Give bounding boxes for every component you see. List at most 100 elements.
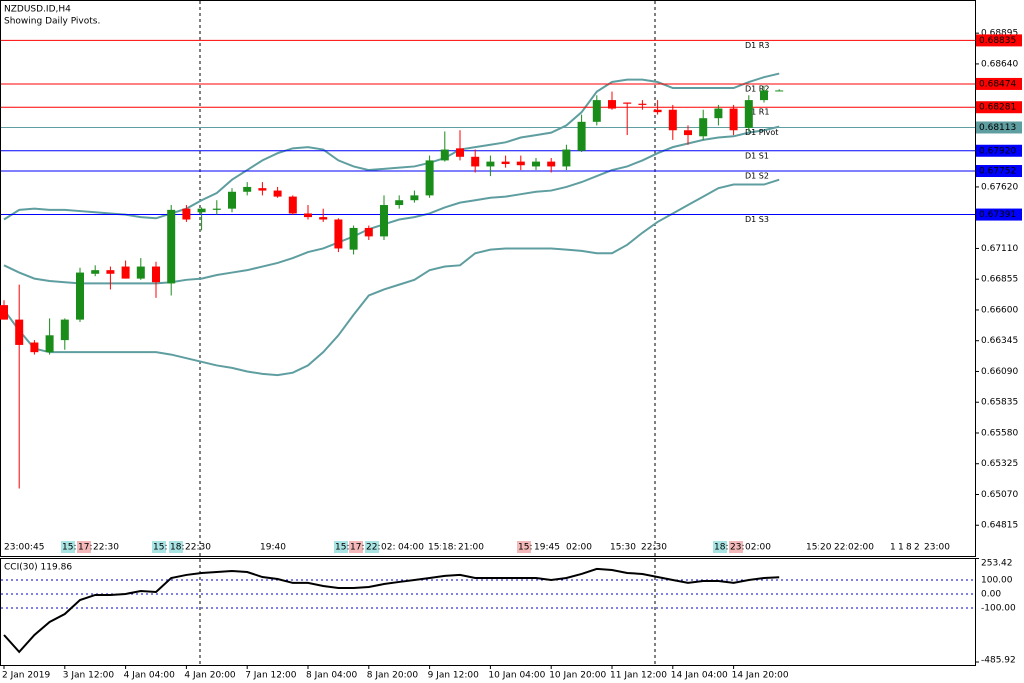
y-tick-label: 0.68895 (981, 29, 1018, 39)
pivot-price-label: 0.68113 (979, 123, 1016, 133)
candle-body (364, 227, 373, 237)
candle-body (182, 208, 191, 220)
candle-body (516, 161, 525, 166)
time-marker: 23: (730, 543, 744, 553)
x-tick-label: 4 Jan 04:00 (124, 671, 176, 681)
pivot-label: D1 S3 (745, 215, 769, 224)
y-tick-label: 100.00 (981, 575, 1013, 585)
candle-body (349, 227, 358, 250)
candle-body (152, 266, 160, 283)
pivot-price-box (976, 121, 1022, 134)
pivot-price-box (976, 144, 1022, 157)
y-tick-label: 0.64815 (981, 521, 1018, 531)
y-tick-label: -100.00 (981, 603, 1016, 613)
chart-subtitle: Showing Daily Pivots. (4, 17, 100, 27)
y-tick-label: 0.00 (981, 589, 1001, 599)
y-tick-label: 0.66090 (981, 367, 1018, 377)
time-marker-box (92, 541, 106, 553)
time-marker: 22:30 (641, 543, 667, 553)
y-tick-label: 0.68640 (981, 59, 1018, 69)
y-tick-label: 0.66600 (981, 305, 1018, 315)
candle-body (15, 319, 24, 345)
candle-body (653, 109, 662, 113)
time-marker: 22:30 (93, 543, 119, 553)
time-marker-box (169, 541, 183, 553)
time-marker: 8 (906, 543, 912, 553)
time-marker-box (533, 541, 547, 553)
pivot-price-box (976, 208, 1022, 221)
time-marker-box (565, 541, 579, 553)
candle-body (212, 208, 221, 210)
time-marker: 2 (914, 543, 920, 553)
time-marker: 04:00 (398, 543, 424, 553)
time-marker-box (184, 541, 198, 553)
time-marker: 15: (806, 543, 820, 553)
candle-body (501, 161, 510, 165)
time-marker: 17: (78, 543, 92, 553)
time-marker: 15: (62, 543, 76, 553)
bollinger-band (3, 125, 780, 285)
time-marker: 02: (381, 543, 395, 553)
candle-body (699, 118, 708, 137)
pivot-label: D1 R3 (745, 41, 769, 50)
candle-body (471, 156, 480, 167)
candle-body (288, 196, 297, 214)
time-marker-box (729, 541, 743, 553)
time-marker-box (819, 541, 833, 553)
x-tick-label: 4 Jan 20:00 (184, 671, 236, 681)
time-marker-box (457, 541, 471, 553)
indicator-title: CCI(30) 119.86 (4, 563, 72, 573)
time-marker-box (3, 541, 17, 553)
candle-body (106, 270, 115, 274)
main-panel (0, 0, 976, 557)
candle-body (456, 148, 464, 157)
candle-body (197, 208, 206, 213)
time-marker: 23:00:45 (4, 543, 44, 553)
candle-body (562, 149, 571, 167)
pivot-price-box (976, 34, 1022, 47)
time-marker-box (61, 541, 75, 553)
candle-body (319, 217, 328, 220)
time-marker-box (349, 541, 363, 553)
candle-body (577, 121, 586, 151)
time-marker: 20 (820, 543, 832, 553)
time-marker: 15: (335, 543, 349, 553)
time-marker-box (640, 541, 654, 553)
candle-body (729, 108, 738, 131)
candle-body (668, 109, 677, 131)
candle-body (30, 342, 39, 353)
time-marker-box (713, 541, 727, 553)
candle-body (228, 191, 236, 209)
pivot-label: D1 Pivot (745, 128, 778, 137)
time-marker-box (923, 541, 937, 553)
x-tick-label: 10 Jan 04:00 (488, 671, 545, 681)
candle-body (60, 319, 69, 341)
time-marker-box (847, 541, 861, 553)
time-marker: 15:30 (610, 543, 636, 553)
time-marker: 17: (350, 543, 364, 553)
time-marker-box (609, 541, 623, 553)
candle-body (0, 305, 8, 320)
y-tick-label: 0.65070 (981, 490, 1018, 500)
candle-body (258, 188, 267, 191)
candle-body (76, 272, 84, 320)
candle-body (334, 219, 343, 249)
pivot-label: D1 R1 (745, 108, 769, 117)
candle-body (243, 186, 252, 192)
time-marker-box (441, 541, 455, 553)
time-marker-box (380, 541, 394, 553)
time-marker: 21:00 (458, 543, 484, 553)
bollinger-band (3, 72, 780, 221)
y-tick-label: 0.65835 (981, 398, 1018, 408)
time-marker: 02:00 (566, 543, 592, 553)
pivot-label: D1 S2 (745, 172, 769, 181)
pivot-price-box (976, 77, 1022, 90)
candle-body (91, 270, 100, 274)
x-tick-label: 10 Jan 20:00 (549, 671, 606, 681)
candle-body (714, 108, 723, 119)
y-tick-label: 0.67110 (981, 244, 1018, 254)
time-marker-box (397, 541, 411, 553)
time-marker: 02:00 (745, 543, 771, 553)
pivot-price-box (976, 165, 1022, 178)
